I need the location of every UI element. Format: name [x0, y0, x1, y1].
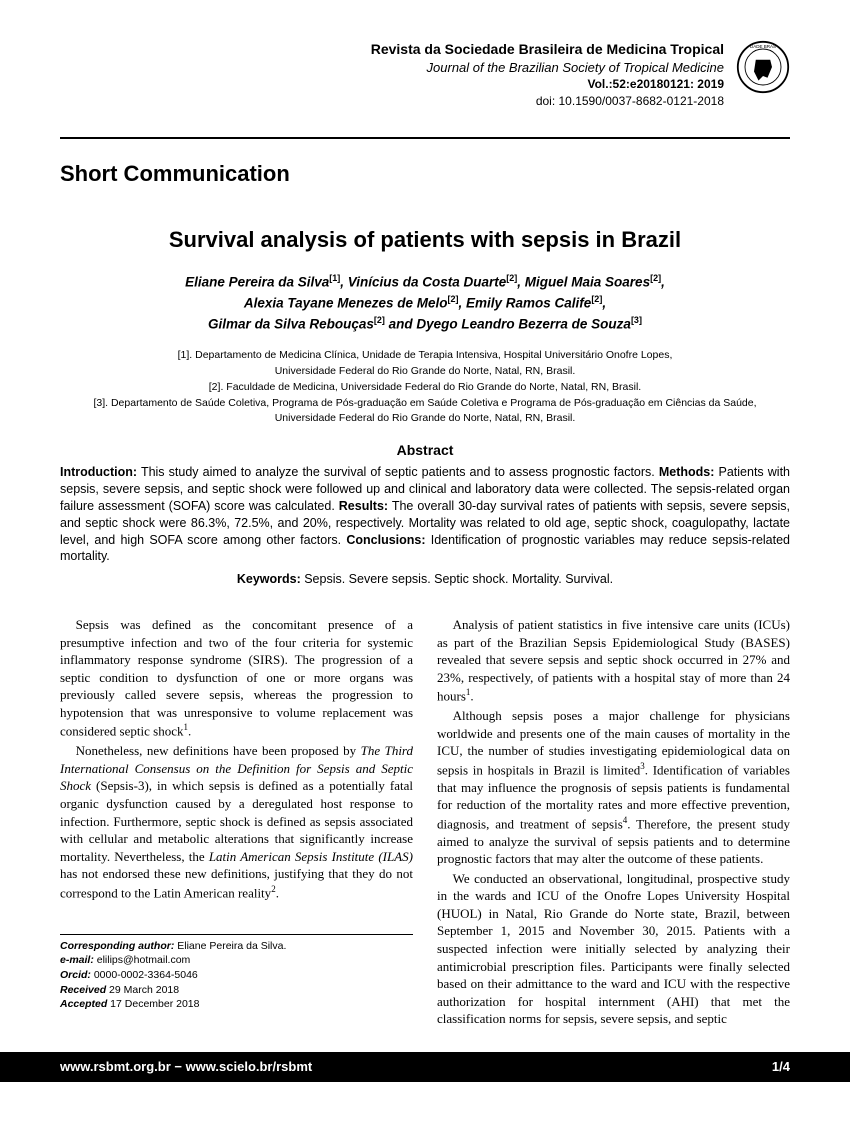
body-paragraph: Nonetheless, new definitions have been p…: [60, 742, 413, 901]
body-paragraph: Sepsis was defined as the concomitant pr…: [60, 616, 413, 740]
journal-volume: Vol.:52:e20180121: 2019: [371, 76, 724, 92]
affiliations: [1]. Departamento de Medicina Clínica, U…: [60, 348, 790, 427]
society-logo-icon: DADE BRAS: [736, 40, 790, 94]
abstract-heading: Abstract: [60, 441, 790, 460]
journal-title-pt: Revista da Sociedade Brasileira de Medic…: [371, 40, 724, 59]
page-number: 1/4: [772, 1058, 790, 1076]
keywords-text: Sepsis. Severe sepsis. Septic shock. Mor…: [301, 572, 613, 586]
abstract-body: Introduction: This study aimed to analyz…: [60, 464, 790, 565]
keywords: Keywords: Sepsis. Severe sepsis. Septic …: [60, 571, 790, 588]
svg-text:DADE BRAS: DADE BRAS: [750, 44, 776, 49]
journal-doi: doi: 10.1590/0037-8682-0121-2018: [371, 93, 724, 109]
body-paragraph: Although sepsis poses a major challenge …: [437, 707, 790, 868]
page-footer: www.rsbmt.org.br − www.scielo.br/rsbmt 1…: [0, 1052, 850, 1082]
corresponding-author-block: Corresponding author: Eliane Pereira da …: [60, 934, 413, 1012]
footer-urls: www.rsbmt.org.br − www.scielo.br/rsbmt: [60, 1058, 312, 1076]
section-label: Short Communication: [60, 159, 790, 189]
keywords-label: Keywords:: [237, 572, 301, 586]
body-columns: Sepsis was defined as the concomitant pr…: [60, 616, 790, 1028]
header-divider: [60, 137, 790, 139]
authors-list: Eliane Pereira da Silva[1], Vinícius da …: [60, 272, 790, 334]
body-paragraph: We conducted an observational, longitudi…: [437, 870, 790, 1028]
body-paragraph: Analysis of patient statistics in five i…: [437, 616, 790, 705]
article-title: Survival analysis of patients with sepsi…: [60, 225, 790, 255]
journal-title-en: Journal of the Brazilian Society of Trop…: [371, 59, 724, 77]
journal-header: Revista da Sociedade Brasileira de Medic…: [60, 40, 790, 113]
